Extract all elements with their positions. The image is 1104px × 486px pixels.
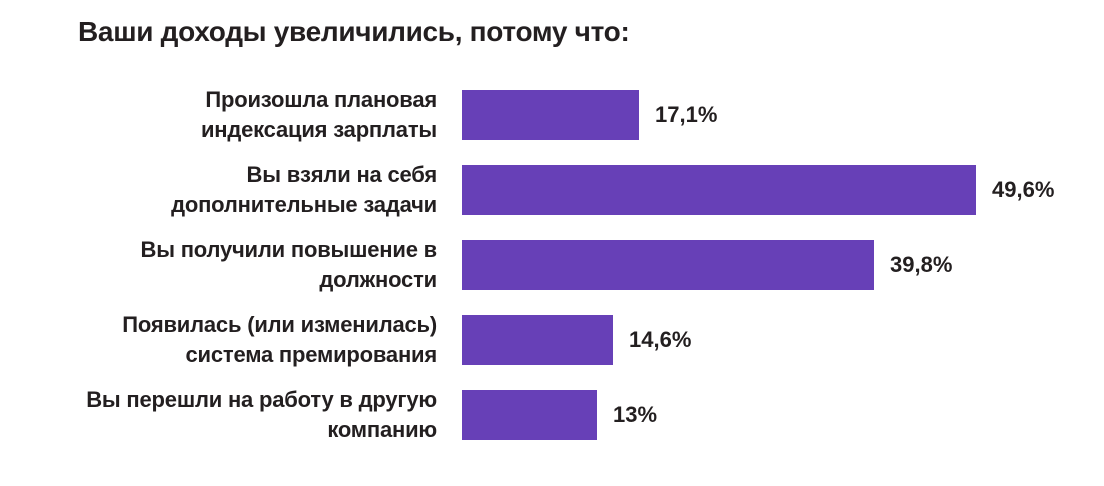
- category-label: Вы перешли на работу в другую компанию: [86, 387, 437, 442]
- bar-area: 13%: [462, 377, 1104, 452]
- bar-area: 39,8%: [462, 227, 1104, 302]
- category-label: Вы взяли на себя дополнительные задачи: [171, 162, 437, 217]
- bar: [462, 164, 976, 215]
- value-label: 49,6%: [992, 176, 1055, 202]
- chart-row: Вы взяли на себя дополнительные задачи 49…: [0, 152, 1104, 227]
- chart-row: Произошла плановая индексация зарплаты 17…: [0, 77, 1104, 152]
- value-label: 39,8%: [890, 251, 953, 277]
- bar-area: 14,6%: [462, 302, 1104, 377]
- chart-row: Вы перешли на работу в другую компанию 13…: [0, 377, 1104, 452]
- chart-row: Вы получили повышение в должности 39,8%: [0, 227, 1104, 302]
- bar: [462, 89, 639, 140]
- category-label: Произошла плановая индексация зарплаты: [200, 87, 437, 142]
- chart-title: Ваши доходы увеличились, потому что:: [78, 16, 630, 47]
- bar-area: 17,1%: [462, 77, 1104, 152]
- bar: [462, 389, 597, 440]
- bar-rows: Произошла плановая индексация зарплаты 17…: [0, 77, 1104, 452]
- value-label: 13%: [613, 401, 658, 427]
- value-label: 14,6%: [629, 326, 692, 352]
- category-label: Вы получили повышение в должности: [140, 237, 438, 292]
- bar-area: 49,6%: [462, 152, 1104, 227]
- category-label: Появилась (или изменилась) система преми…: [122, 312, 437, 367]
- value-label: 17,1%: [655, 101, 718, 127]
- bar: [462, 314, 613, 365]
- chart-row: Появилась (или изменилась) система преми…: [0, 302, 1104, 377]
- bar: [462, 239, 874, 290]
